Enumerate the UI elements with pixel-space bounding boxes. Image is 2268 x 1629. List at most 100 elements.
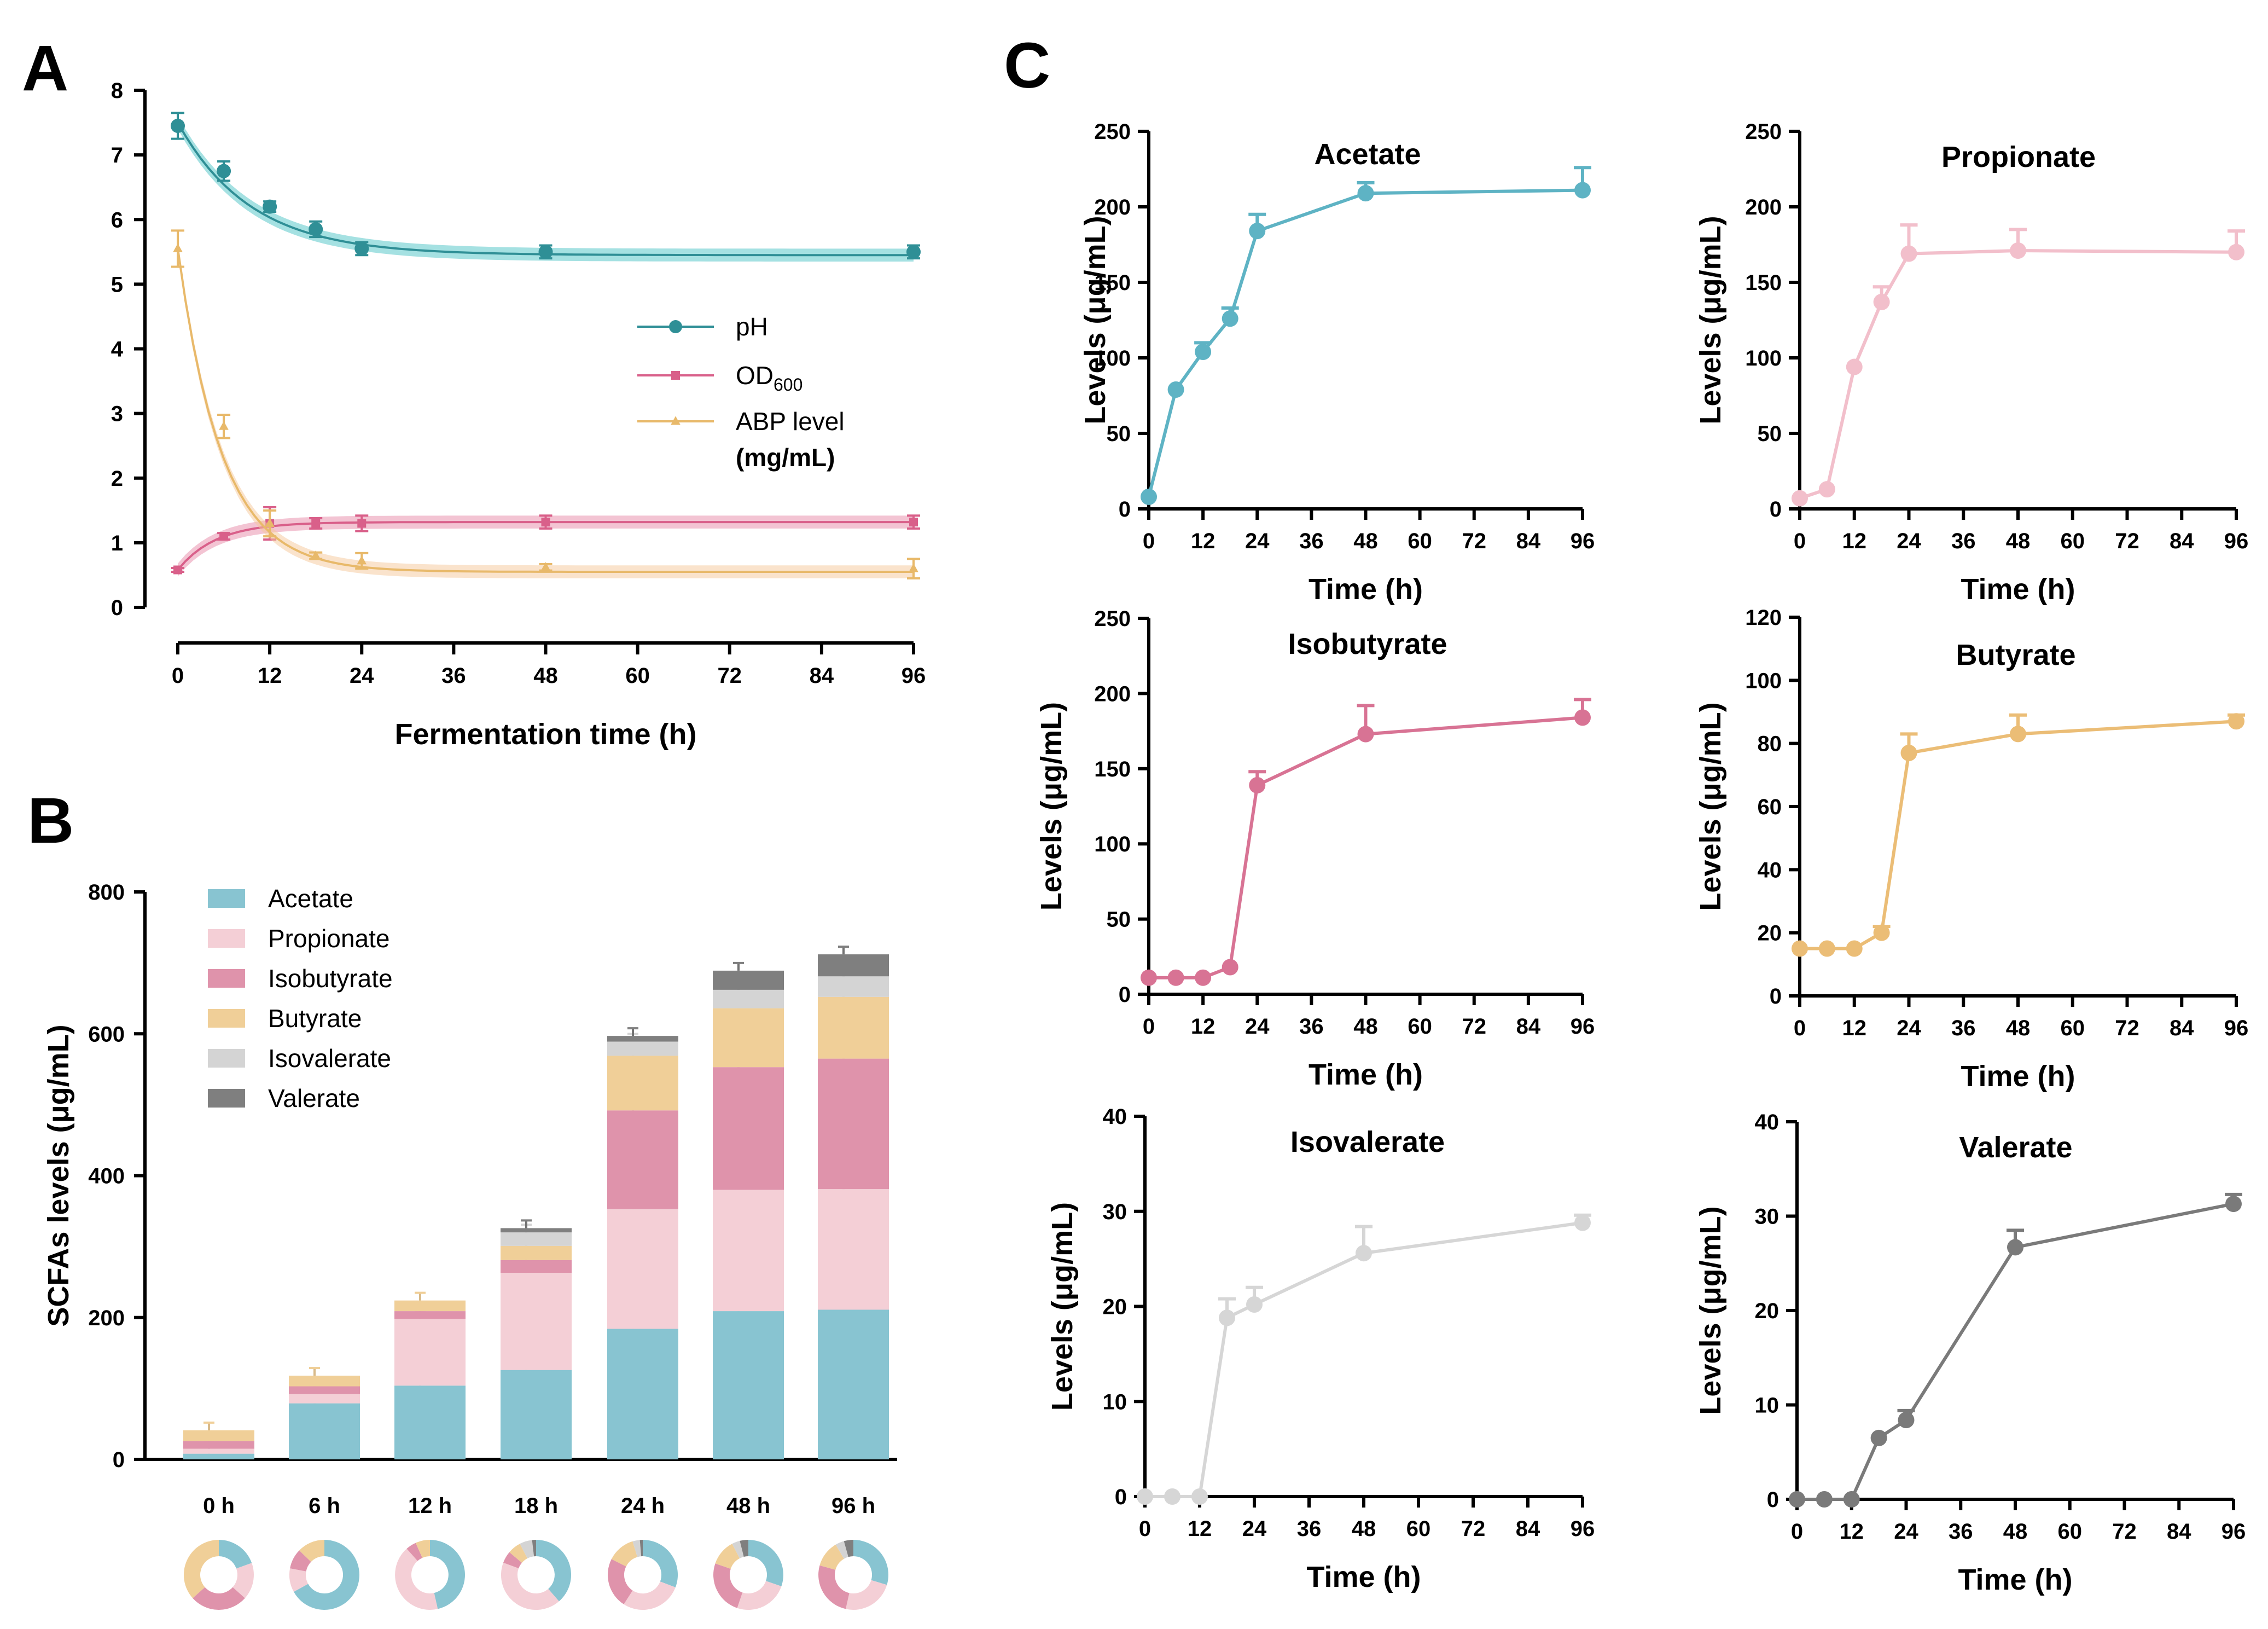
- isobutyrate-donut-slice: [193, 1587, 245, 1610]
- butyrate-data-point: [1900, 744, 1917, 761]
- y-tick-label: 10: [1755, 1394, 1779, 1418]
- x-tick-label: 84: [2167, 1520, 2191, 1544]
- x-tick-label: 36: [1951, 529, 1976, 553]
- acetate-bar-segment: [713, 1311, 784, 1459]
- isobutyrate-donut-slice: [503, 1552, 522, 1569]
- isovalerate-data-point: [1356, 1245, 1372, 1262]
- propionate-bar-segment: [818, 1189, 889, 1310]
- acetate-data-point: [1222, 310, 1238, 327]
- x-tick-label: 60: [2058, 1520, 2083, 1544]
- isobutyrate-bar-segment: [183, 1441, 254, 1449]
- propionate-donut-slice: [289, 1568, 309, 1592]
- y-tick-label: 7: [111, 143, 123, 167]
- y-tick-label: 150: [1094, 757, 1131, 781]
- valerate-data-point: [1789, 1491, 1805, 1508]
- propionate-donut-slice: [501, 1562, 559, 1610]
- isobutyrate-bar-segment: [713, 1067, 784, 1190]
- valerate-data-point: [1816, 1491, 1833, 1508]
- butyrate-data-point: [1818, 940, 1835, 957]
- abp-level-data-point: [219, 421, 229, 430]
- isobutyrate-series-line: [1149, 716, 1583, 979]
- y-tick-label: 800: [88, 880, 125, 905]
- valerate-bar-segment: [501, 1228, 572, 1233]
- isobutyrate-legend-label: Isobutyrate: [268, 964, 393, 993]
- propionate-data-point: [2010, 242, 2026, 259]
- ph-data-point: [538, 245, 553, 259]
- isovalerate-bar-segment: [818, 976, 889, 997]
- panel-a-legend: pH OD600 ABP level (mg/mL): [637, 312, 845, 472]
- x-tick-label: 60: [1406, 1517, 1431, 1541]
- valerate-legend-swatch: [208, 1089, 245, 1108]
- isovalerate-chart: 0 10 20 30 40 0 12 24 36 48 60 72 84 96 Time (h) Levels…: [1046, 1105, 1595, 1593]
- x-tick-label: 24: [1245, 529, 1270, 553]
- y-tick-label: 6: [111, 208, 123, 232]
- isobutyrate-bar-segment: [394, 1311, 466, 1319]
- propionate-donut-slice: [846, 1580, 887, 1610]
- propionate-data-point: [1873, 293, 1890, 310]
- propionate-bar-segment: [713, 1190, 784, 1312]
- x-axis-title: Time (h): [1306, 1561, 1421, 1593]
- chart-title: Isobutyrate: [1288, 628, 1447, 660]
- isobutyrate-data-point: [1222, 959, 1238, 976]
- isovalerate-bar-segment: [713, 989, 784, 1008]
- chart-title: Valerate: [1959, 1131, 2072, 1164]
- x-tick-label: 96: [2224, 1016, 2249, 1040]
- isovalerate-data-point: [1137, 1488, 1153, 1505]
- propionate-bar-segment: [394, 1319, 466, 1386]
- isobutyrate-data-point: [1141, 969, 1157, 986]
- butyrate-legend-swatch: [208, 1009, 245, 1028]
- acetate-legend-label: Acetate: [268, 884, 353, 913]
- acetate-donut-slice: [294, 1540, 359, 1610]
- x-tick-label: 0: [1794, 529, 1806, 553]
- valerate-data-point: [1898, 1412, 1915, 1429]
- butyrate-bar-segment: [394, 1300, 466, 1312]
- x-tick-label: 48: [1353, 529, 1378, 553]
- x-tick-label: 24: [1894, 1520, 1918, 1544]
- isobutyrate-legend-swatch: [208, 969, 245, 988]
- chart-title: Acetate: [1314, 138, 1421, 171]
- propionate-data-point: [1792, 490, 1808, 507]
- isobutyrate-bar-segment: [501, 1260, 572, 1273]
- propionate-bar-segment: [183, 1448, 254, 1454]
- butyrate-donut-slice: [611, 1541, 638, 1567]
- x-tick-label: 0: [172, 664, 184, 688]
- y-tick-label: 0: [113, 1448, 125, 1472]
- y-tick-label: 250: [1094, 607, 1131, 631]
- x-tick-label: 36: [1297, 1517, 1322, 1541]
- valerate-donut-slice: [844, 1540, 853, 1557]
- x-tick-label: 12: [1842, 529, 1867, 553]
- butyrate-bar-segment: [289, 1376, 360, 1387]
- od600-legend-label: OD600: [736, 361, 802, 395]
- y-tick-label: 50: [1107, 422, 1131, 446]
- acetate-data-point: [1249, 223, 1266, 240]
- x-axis-title: Time (h): [1309, 573, 1423, 606]
- y-tick-label: 200: [1745, 195, 1782, 219]
- abp-level-data-point: [909, 563, 918, 572]
- x-tick-label: 36: [1951, 1016, 1976, 1040]
- x-tick-label: 84: [1516, 1517, 1540, 1541]
- valerate-donut-slice: [740, 1540, 748, 1557]
- abp-level-data-point: [173, 243, 183, 252]
- valerate-data-point: [2007, 1239, 2023, 1256]
- propionate-bar-segment: [501, 1273, 572, 1370]
- acetate-bar-segment: [394, 1385, 466, 1459]
- y-axis-title: Levels (μg/mL): [1694, 702, 1727, 911]
- valerate-donut-slice: [532, 1539, 536, 1557]
- propionate-donut-slice: [624, 1581, 676, 1610]
- y-tick-label: 50: [1107, 908, 1131, 932]
- x-tick-label: 72: [2115, 529, 2139, 553]
- isovalerate-data-point: [1164, 1488, 1180, 1505]
- butyrate-donut-slice: [299, 1540, 324, 1562]
- y-tick-label: 0: [111, 596, 123, 620]
- x-tick-label: 60: [2061, 1016, 2085, 1040]
- x-category-label: 48 h: [726, 1494, 770, 1518]
- isovalerate-series-line: [1145, 1221, 1583, 1498]
- x-tick-label: 84: [1516, 529, 1541, 553]
- y-tick-label: 200: [1094, 682, 1131, 706]
- y-axis-title: SCFAs levels (μg/mL): [42, 1024, 75, 1326]
- x-axis-title: Fermentation time (h): [394, 718, 696, 751]
- butyrate-data-point: [1792, 940, 1808, 957]
- propionate-donut-slice: [737, 1581, 782, 1610]
- isovalerate-data-point: [1191, 1488, 1208, 1505]
